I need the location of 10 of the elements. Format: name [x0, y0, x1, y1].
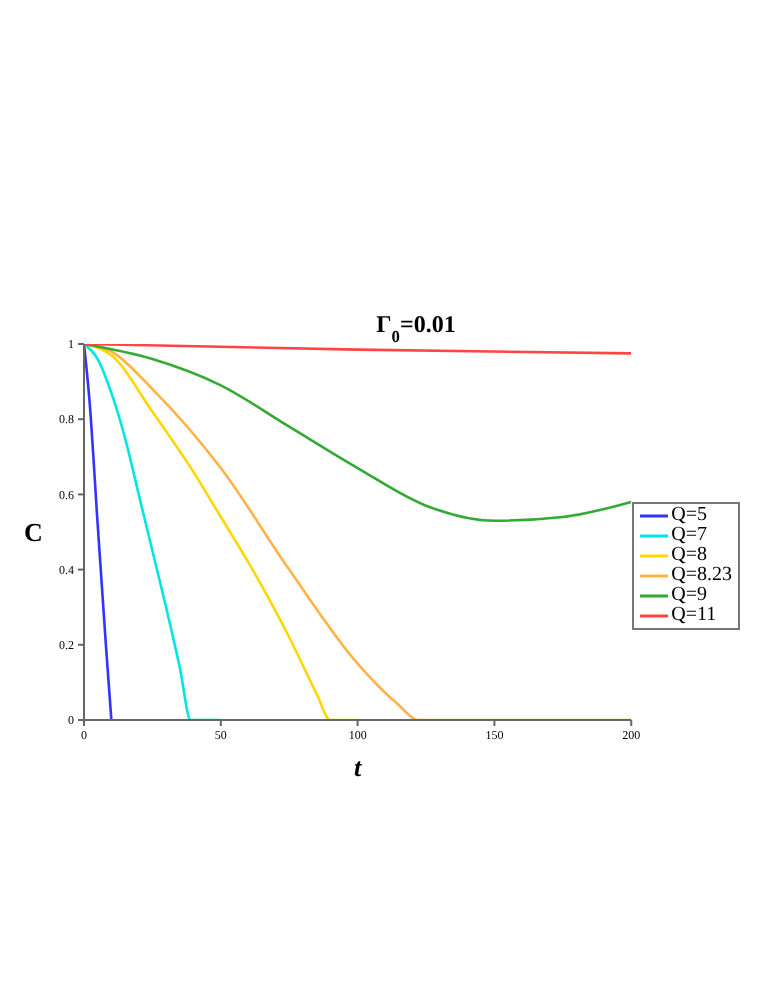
legend-label: Q=9: [671, 584, 707, 606]
chart-title: Γ$_{0}$=0.01: [376, 310, 456, 345]
legend-label: Q=11: [671, 604, 717, 626]
legend-label: Q=7: [671, 524, 707, 546]
line-series: [84, 344, 632, 523]
legend-label: Q=8.23: [671, 564, 732, 586]
legend-label: Q=5: [671, 504, 707, 526]
x-axis-title: t: [354, 752, 362, 782]
legend-label: Q=8: [671, 544, 707, 566]
y-axis-title: C: [24, 517, 43, 548]
